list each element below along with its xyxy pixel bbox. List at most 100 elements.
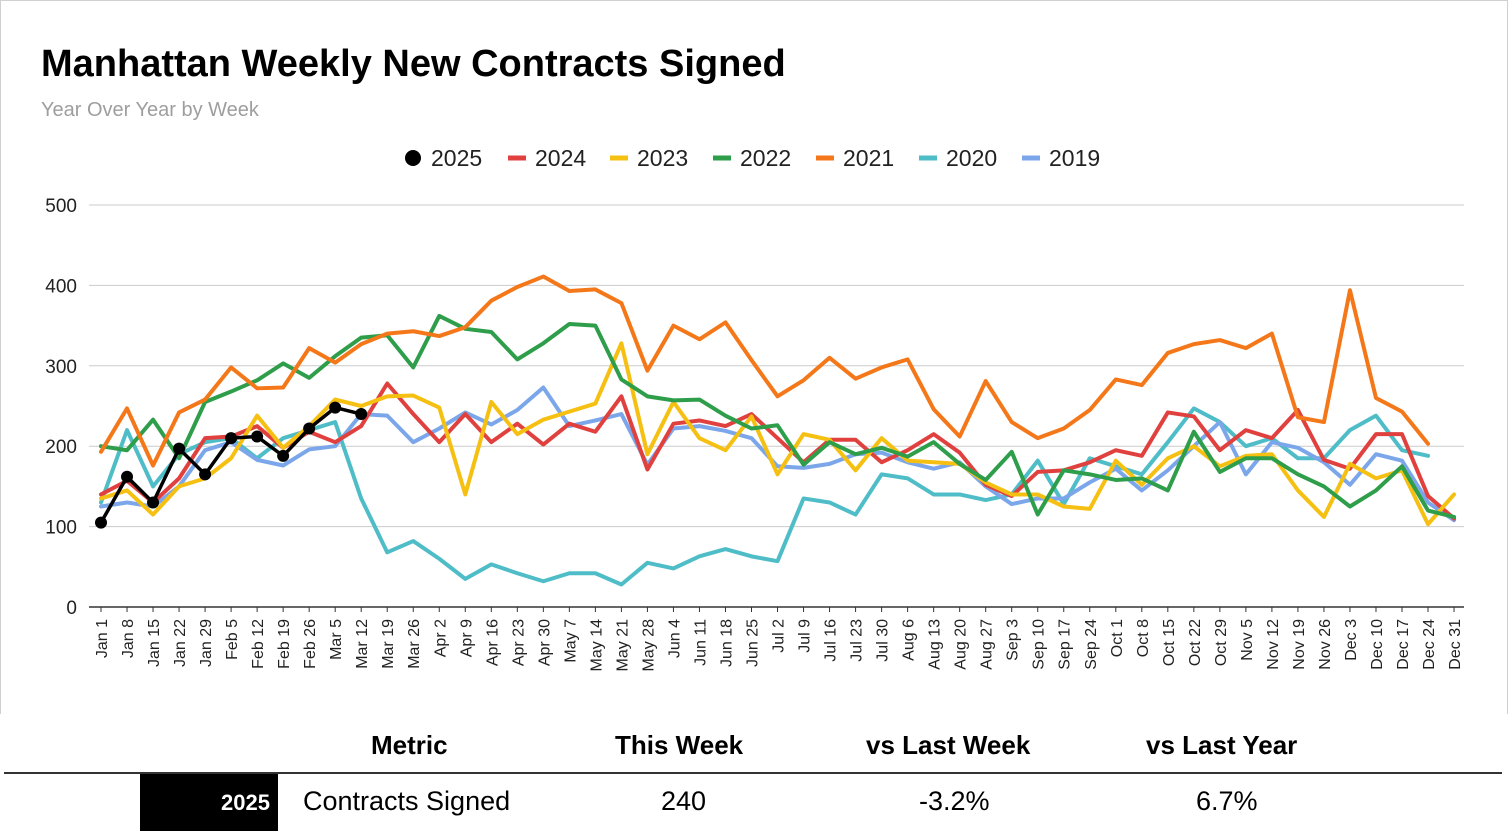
legend-label: 2021 [843,145,894,171]
x-tick-label: Jun 25 [745,619,762,667]
legend-dot-icon [405,150,421,166]
x-tick-label: Jan 8 [120,619,137,658]
x-tick-label: Feb 12 [250,619,267,669]
x-tick-label: Apr 16 [484,619,501,666]
x-tick-label: Jan 1 [94,619,111,658]
row-vs-last-year: 6.7% [1196,786,1258,816]
x-tick-label: Feb 5 [224,619,241,660]
legend-label: 2023 [637,145,688,171]
legend-label: 2024 [535,145,586,171]
x-tick-label: Dec 17 [1395,619,1412,670]
x-tick-label: Mar 26 [406,619,423,669]
row-metric: Contracts Signed [303,786,511,816]
legend-line-icon [610,155,628,161]
legend-label: 2025 [431,145,482,171]
series-line-2022 [99,313,1457,519]
chart-title: Manhattan Weekly New Contracts Signed [41,43,786,85]
x-tick-label: Nov 12 [1265,619,1282,670]
line-chart: 2025 2024 2023 2022 2021 2020 2019 0 100 200 300 4… [45,145,1464,671]
y-tick-label: 300 [45,357,77,378]
x-tick-label: Oct 8 [1135,619,1152,657]
x-tick-label: Dec 24 [1421,619,1438,670]
data-point-2025 [251,430,264,443]
x-tick-label: Jan 29 [198,619,215,667]
x-tick-label: Sep 24 [1083,619,1100,670]
x-tick-label: Mar 5 [328,619,345,660]
series-line-2024 [99,381,1457,521]
grid-layer [89,204,1464,608]
data-point-2025 [199,468,212,481]
x-tick-label: Nov 5 [1239,619,1256,661]
y-tick-label: 500 [45,196,77,217]
x-tick-label: Jun 4 [666,619,683,658]
series-2025 [95,401,368,529]
series-line-2020 [99,406,1431,587]
header-vs-last-week: vs Last Week [866,730,1031,760]
legend-item-2024: 2024 [508,145,586,171]
legend-line-icon [1022,155,1040,161]
legend-label: 2022 [740,145,791,171]
header-vs-last-year: vs Last Year [1146,730,1298,760]
x-tick-label: Aug 27 [979,619,996,670]
x-tick-label: Sep 3 [1005,619,1022,661]
x-tick-label: Dec 10 [1369,619,1386,670]
x-tick-label: Sep 17 [1057,619,1074,670]
x-tick-label: May 14 [588,619,605,672]
x-tick-label: Mar 19 [380,619,397,669]
chart-panel: Manhattan Weekly New Contracts Signed Ye… [0,0,1508,714]
x-tick-label: Jan 22 [172,619,189,667]
x-tick-label: Oct 22 [1187,619,1204,666]
chart-subtitle: Year Over Year by Week [41,99,259,121]
data-point-2025 [173,442,186,455]
y-tick-label: 200 [45,437,77,458]
x-tick-label: Jun 11 [692,619,709,666]
table-divider [4,772,1502,774]
data-point-2025 [121,470,134,483]
data-point-2025 [329,401,342,414]
x-tick-label: Apr 30 [536,619,553,666]
axis-layer: 0 100 200 300 400 500 Jan 1 Jan 8 Jan 15 Jan 22 Ja… [45,196,1464,671]
x-tick-label: Jun 18 [718,619,735,667]
x-tick-label: Dec 31 [1447,619,1464,670]
data-point-2025 [147,496,160,509]
y-tick-label: 400 [45,276,77,297]
x-tick-label: Sep 10 [1031,619,1048,670]
x-tick-label: Dec 3 [1343,619,1360,661]
series-2020 [99,406,1431,587]
series-layer [95,274,1457,587]
data-point-2025 [355,408,368,421]
x-tick-label: Jul 30 [875,619,892,662]
x-tick-label: Feb 19 [276,619,293,669]
legend-line-icon [508,155,526,161]
x-tick-label: Jul 9 [797,619,814,653]
x-tick-label: May 21 [614,619,631,672]
x-tick-label: Jul 16 [823,619,840,662]
header-metric: Metric [371,730,448,760]
legend-item-2020: 2020 [919,145,997,171]
series-2024 [99,381,1457,521]
x-tick-label: Aug 13 [927,619,944,670]
row-this-week: 240 [661,786,707,816]
series-line-2021 [99,274,1431,468]
data-point-2025 [225,432,238,445]
legend-item-2022: 2022 [713,145,791,171]
x-tick-label: Apr 2 [432,619,449,657]
x-tick-label: Jan 15 [146,619,163,667]
x-tick-label: Oct 15 [1161,619,1178,666]
legend-label: 2019 [1049,145,1100,171]
y-tick-label: 100 [45,518,77,539]
legend-line-icon [816,155,834,161]
header-this-week: This Week [615,730,744,760]
series-line-2023 [99,341,1457,527]
legend-item-2025: 2025 [405,145,482,171]
row-year-cell: 2025 [140,774,278,831]
data-point-2025 [95,516,107,529]
x-tick-label: Feb 26 [302,619,319,669]
legend-item-2019: 2019 [1022,145,1100,171]
x-tick-label: Mar 12 [354,619,371,669]
series-2023 [99,341,1457,527]
x-tick-label: Apr 9 [458,619,475,657]
y-tick-label: 0 [66,598,77,619]
x-tick-label: Aug 20 [953,619,970,670]
x-tick-label: Oct 29 [1213,619,1230,666]
